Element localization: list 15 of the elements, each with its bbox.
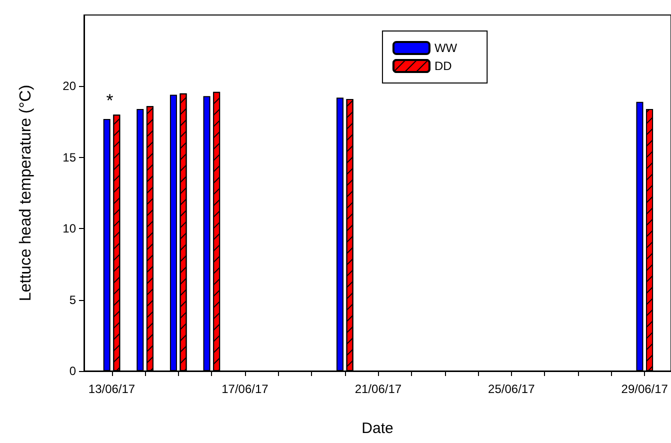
x-tick-label: 29/06/17 xyxy=(621,382,668,396)
x-tick-label: 17/06/17 xyxy=(222,382,269,396)
x-tick-label: 21/06/17 xyxy=(354,382,402,396)
annotation: * xyxy=(106,90,114,111)
y-tick-label: 0 xyxy=(69,364,76,378)
legend-label: WW xyxy=(434,41,458,55)
x-tick-label: 25/06/17 xyxy=(488,382,536,396)
y-tick-label: 5 xyxy=(69,292,76,307)
y-tick-label: 20 xyxy=(62,79,76,94)
y-axis-title: Lettuce head temperature (°C) xyxy=(18,84,34,302)
y-tick-label: 10 xyxy=(62,222,76,236)
y-tick-label: 15 xyxy=(62,150,76,164)
legend-label: DD xyxy=(434,59,452,73)
x-tick-label: 13/06/17 xyxy=(88,382,136,396)
x-axis-title: Date xyxy=(362,420,394,437)
